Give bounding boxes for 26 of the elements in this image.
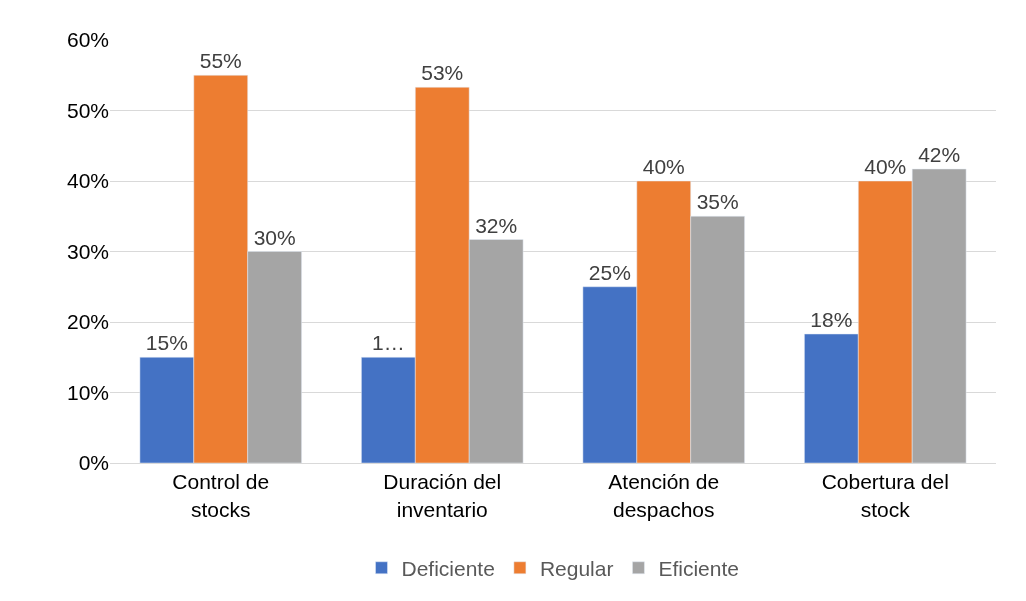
y-tick-label: 0% — [78, 451, 109, 475]
legend-label: Regular — [539, 556, 614, 580]
data-label: 32% — [475, 213, 518, 237]
y-tick-label: 40% — [66, 169, 109, 193]
x-tick-label: Duración del inventario — [383, 470, 502, 521]
legend-label: Eficiente — [658, 556, 739, 580]
y-tick-label: 60% — [66, 28, 109, 52]
data-label: 30% — [253, 225, 296, 249]
data-label: 40% — [642, 155, 685, 178]
y-tick-label: 10% — [66, 380, 109, 404]
data-label: 42% — [918, 143, 961, 167]
data-label: 1… — [372, 331, 405, 355]
data-label: 18% — [810, 307, 853, 331]
y-tick-label: 20% — [66, 310, 109, 334]
legend-label: Deficiente — [401, 556, 495, 580]
data-label: 25% — [588, 260, 631, 284]
y-tick-label: 50% — [66, 98, 109, 122]
data-label: 40% — [864, 155, 907, 178]
x-tick-label: Atención de despachos — [608, 470, 720, 521]
y-tick-label: 30% — [66, 239, 109, 263]
data-label: 53% — [421, 61, 464, 85]
x-tick-label: Control de stocks — [172, 470, 270, 521]
x-tick-label: Cobertura del stock — [821, 470, 949, 521]
data-label: 55% — [199, 49, 242, 73]
data-label: 15% — [145, 331, 188, 355]
data-label: 35% — [696, 190, 739, 214]
